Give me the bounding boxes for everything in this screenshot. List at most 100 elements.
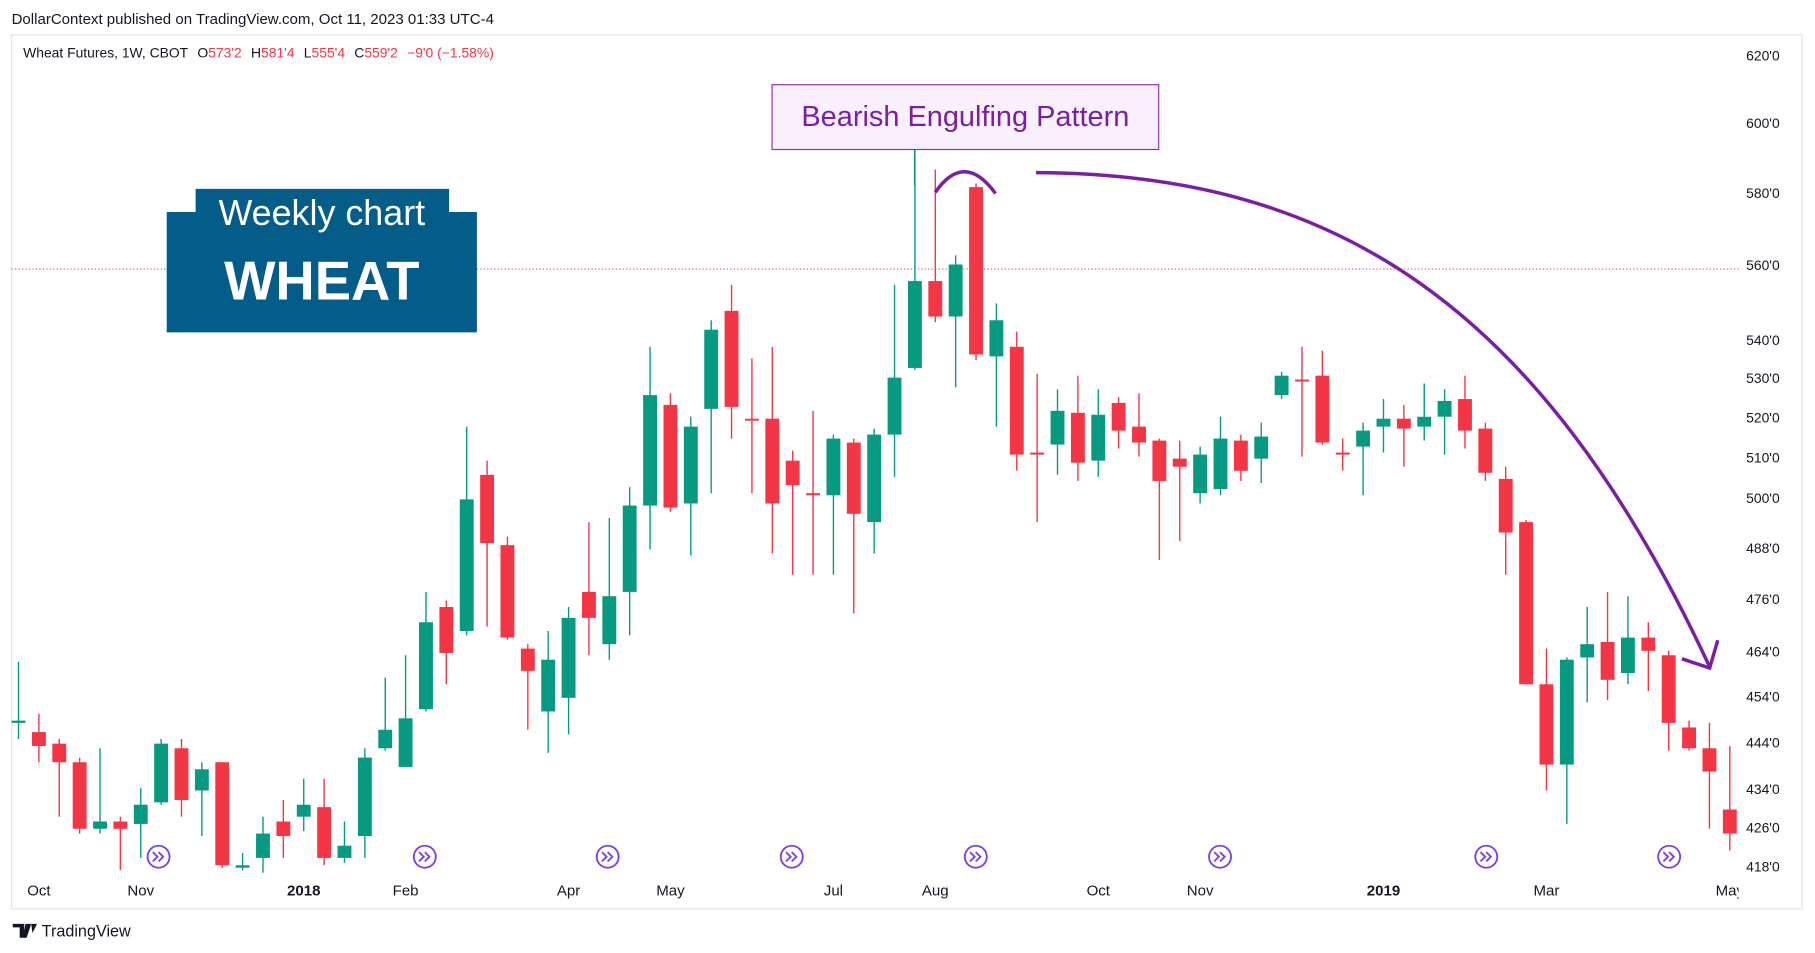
candle-body	[276, 821, 291, 836]
chart-frame	[10, 34, 1803, 910]
candle-body	[622, 505, 637, 592]
candle-body	[1417, 416, 1432, 427]
legend-value: 573'2	[208, 44, 242, 60]
candle-body	[1519, 522, 1534, 685]
badge: Weekly chart WHEAT	[166, 188, 477, 333]
candle-body	[419, 622, 433, 710]
candle-body	[1498, 478, 1513, 533]
candle-body	[256, 833, 270, 858]
event-marker[interactable]	[1657, 844, 1682, 869]
event-marker[interactable]	[1474, 844, 1499, 869]
candle-body	[459, 499, 474, 631]
x-tick-label: 2019	[1367, 882, 1400, 899]
candle-body	[1172, 458, 1187, 467]
candle-body	[1111, 402, 1126, 431]
event-marker[interactable]	[412, 844, 437, 869]
x-tick-label: Jul	[824, 882, 843, 899]
legend-value: 559'2	[364, 44, 398, 60]
candle-body	[1458, 399, 1472, 431]
candle-body	[724, 310, 739, 407]
candle-body	[1722, 809, 1737, 834]
candle-body	[785, 460, 800, 486]
annotation: Bearish Engulfing Pattern	[771, 84, 1720, 671]
candle-body	[928, 281, 943, 317]
candle-body	[643, 395, 658, 506]
candle-body	[582, 591, 596, 618]
y-tick-label: 454'0	[1746, 689, 1780, 705]
y-tick-label: 600'0	[1746, 115, 1780, 131]
event-marker[interactable]	[963, 844, 988, 869]
y-tick-label: 620'0	[1746, 48, 1780, 64]
event-marker[interactable]	[779, 844, 804, 869]
candle-body	[31, 732, 46, 746]
candle-body	[439, 607, 454, 654]
annotation-text: Bearish Engulfing Pattern	[801, 101, 1129, 133]
x-tick-label: Feb	[393, 882, 419, 899]
x-tick-label: Aug	[922, 882, 949, 899]
y-tick-label: 418'0	[1746, 858, 1780, 874]
x-tick-label: May	[656, 882, 685, 899]
candle-body	[887, 377, 902, 435]
candle-body	[154, 743, 169, 803]
badge-line2: WHEAT	[224, 250, 419, 311]
candle-body	[602, 596, 617, 645]
legend-key: L	[304, 44, 312, 60]
candle-body	[1600, 641, 1615, 680]
candle-body	[1356, 430, 1371, 447]
x-tick-label: Oct	[1087, 882, 1111, 899]
candle-body	[846, 442, 861, 514]
candle-body	[1376, 418, 1391, 427]
badge-line1: Weekly chart	[218, 193, 425, 233]
candle-body	[683, 426, 698, 504]
x-axis: Oct Nov 2018 Feb Apr May Jul Aug Oct Nov 2019 Mar Ma…	[27, 882, 1745, 899]
candle-body	[1274, 375, 1289, 396]
legend-key: O	[197, 44, 208, 60]
legend-key: C	[354, 44, 364, 60]
candle-body	[1539, 684, 1554, 765]
x-tick-label: Nov	[1187, 882, 1214, 899]
candle-body	[1478, 428, 1493, 473]
candle-body	[867, 434, 882, 523]
event-marker[interactable]	[1208, 844, 1232, 869]
candle-body	[806, 493, 820, 496]
candle-body	[765, 418, 780, 504]
candle-body	[1070, 412, 1085, 463]
legend-symbol: Wheat Futures, 1W, CBOT	[23, 44, 189, 60]
event-marker[interactable]	[146, 844, 171, 869]
y-tick-label: 444'0	[1746, 734, 1780, 750]
candle-body	[1295, 379, 1309, 382]
y-tick-label: 530'0	[1746, 370, 1780, 386]
candle-body	[378, 729, 393, 749]
candle-body	[541, 659, 556, 712]
candle-body	[317, 807, 332, 858]
candle-body	[704, 329, 719, 409]
y-tick-label: 520'0	[1746, 409, 1780, 425]
candle-body	[174, 748, 189, 800]
candle-body	[1315, 375, 1330, 443]
candle-body	[907, 281, 922, 368]
candle-body	[480, 474, 495, 544]
plot-area	[11, 146, 1739, 873]
pattern-arc	[933, 170, 997, 195]
legend-key: H	[251, 44, 261, 60]
candle-body	[1213, 438, 1228, 490]
y-tick-label: 426'0	[1746, 819, 1780, 835]
candle-body	[1050, 410, 1065, 445]
candle-body	[11, 720, 26, 723]
x-tick-label: Oct	[27, 882, 51, 899]
legend-value: 555'4	[312, 44, 346, 60]
candle-body	[357, 757, 372, 836]
candle-body	[1682, 727, 1697, 749]
candle-body	[1580, 644, 1595, 658]
candle-body	[989, 320, 1004, 357]
candle-body	[1254, 436, 1269, 459]
x-tick-label: May	[1716, 882, 1745, 899]
event-marker[interactable]	[595, 844, 620, 869]
candle-body	[969, 187, 983, 355]
candle-body	[826, 438, 841, 496]
footer-logo: TradingView	[12, 922, 131, 940]
candle-body	[1152, 440, 1167, 481]
footer-text: TradingView	[42, 922, 131, 940]
y-tick-label: 476'0	[1746, 591, 1780, 607]
